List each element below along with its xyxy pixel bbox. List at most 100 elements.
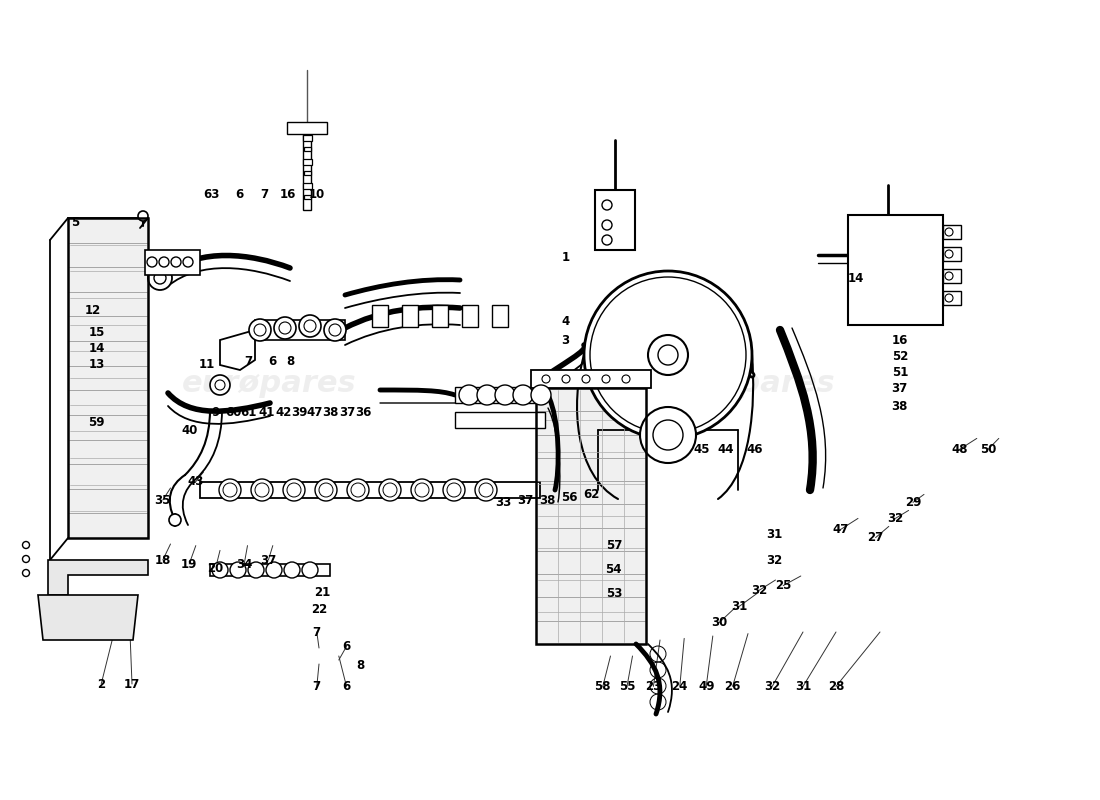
Bar [304, 195, 310, 199]
Text: 22: 22 [311, 603, 327, 616]
Text: 37: 37 [261, 554, 276, 566]
Text: 55: 55 [618, 680, 636, 693]
Circle shape [531, 385, 551, 405]
Text: 61: 61 [241, 406, 256, 418]
Text: 7: 7 [312, 680, 321, 693]
Text: 57: 57 [606, 539, 621, 552]
Bar [68, 218, 148, 538]
Text: 10: 10 [309, 188, 324, 201]
Text: 53: 53 [606, 587, 621, 600]
Text: 35: 35 [155, 494, 170, 506]
Text: 27: 27 [868, 531, 883, 544]
Text: 39: 39 [292, 406, 307, 418]
Text: 2: 2 [97, 678, 106, 690]
Text: 62: 62 [584, 488, 600, 501]
Text: 15: 15 [89, 326, 104, 338]
Text: 6: 6 [342, 680, 351, 693]
Text: 46: 46 [746, 443, 763, 456]
Bar [943, 225, 961, 239]
Circle shape [279, 322, 292, 334]
Text: 51: 51 [892, 366, 907, 378]
Text: 38: 38 [892, 400, 907, 413]
Text: eurøpares: eurøpares [183, 370, 356, 398]
Circle shape [214, 380, 225, 390]
Text: 19: 19 [182, 558, 197, 570]
Text: 43: 43 [188, 475, 204, 488]
Text: 7: 7 [260, 188, 268, 201]
Circle shape [223, 483, 236, 497]
Text: 32: 32 [767, 554, 782, 566]
Bar [455, 412, 544, 428]
Text: 23: 23 [646, 680, 661, 693]
Circle shape [459, 385, 478, 405]
Text: 11: 11 [199, 358, 214, 370]
Text: 45: 45 [694, 443, 711, 456]
Bar [943, 269, 961, 283]
Text: 44: 44 [717, 443, 735, 456]
Bar [302, 130, 311, 210]
Text: 49: 49 [698, 680, 715, 693]
Polygon shape [39, 595, 138, 640]
Bar [200, 482, 540, 498]
Bar [255, 320, 345, 340]
Circle shape [495, 385, 515, 405]
Circle shape [284, 562, 300, 578]
Bar [432, 305, 448, 327]
Bar [302, 135, 311, 141]
Circle shape [477, 385, 497, 405]
Text: 56: 56 [562, 491, 579, 504]
Bar [145, 250, 200, 275]
Circle shape [513, 385, 534, 405]
Circle shape [346, 479, 368, 501]
Text: 6: 6 [268, 355, 277, 368]
Text: 18: 18 [155, 554, 170, 566]
Circle shape [658, 345, 678, 365]
Text: 38: 38 [540, 494, 556, 506]
Bar [536, 388, 646, 644]
Circle shape [287, 483, 301, 497]
Text: 14: 14 [89, 342, 104, 354]
Text: 12: 12 [85, 304, 100, 317]
Text: 26: 26 [725, 680, 740, 693]
Circle shape [415, 483, 429, 497]
Text: 58: 58 [595, 680, 612, 693]
Text: 3: 3 [561, 334, 570, 346]
Text: 47: 47 [833, 523, 848, 536]
Circle shape [22, 570, 30, 577]
Text: 4: 4 [561, 315, 570, 328]
Bar [848, 215, 943, 325]
Circle shape [562, 375, 570, 383]
Circle shape [329, 324, 341, 336]
Circle shape [945, 250, 953, 258]
Circle shape [304, 320, 316, 332]
Text: 16: 16 [892, 334, 907, 346]
Circle shape [602, 200, 612, 210]
Bar [943, 291, 961, 305]
Circle shape [475, 479, 497, 501]
Text: 54: 54 [606, 563, 623, 576]
Circle shape [602, 220, 612, 230]
Bar [531, 370, 651, 388]
Text: 32: 32 [751, 584, 767, 597]
Circle shape [212, 562, 228, 578]
Circle shape [945, 228, 953, 236]
Circle shape [648, 335, 688, 375]
Polygon shape [48, 560, 148, 595]
Circle shape [319, 483, 333, 497]
Bar [536, 388, 646, 644]
Circle shape [22, 555, 30, 562]
Circle shape [379, 479, 401, 501]
Text: 34: 34 [236, 558, 252, 570]
Circle shape [138, 211, 148, 221]
Circle shape [219, 479, 241, 501]
Circle shape [443, 479, 465, 501]
Text: 29: 29 [905, 496, 921, 509]
Circle shape [478, 483, 493, 497]
Text: 7: 7 [312, 626, 321, 638]
Circle shape [283, 479, 305, 501]
Bar [402, 305, 418, 327]
Circle shape [653, 420, 683, 450]
Text: 16: 16 [280, 188, 296, 201]
Circle shape [230, 562, 246, 578]
Circle shape [582, 375, 590, 383]
